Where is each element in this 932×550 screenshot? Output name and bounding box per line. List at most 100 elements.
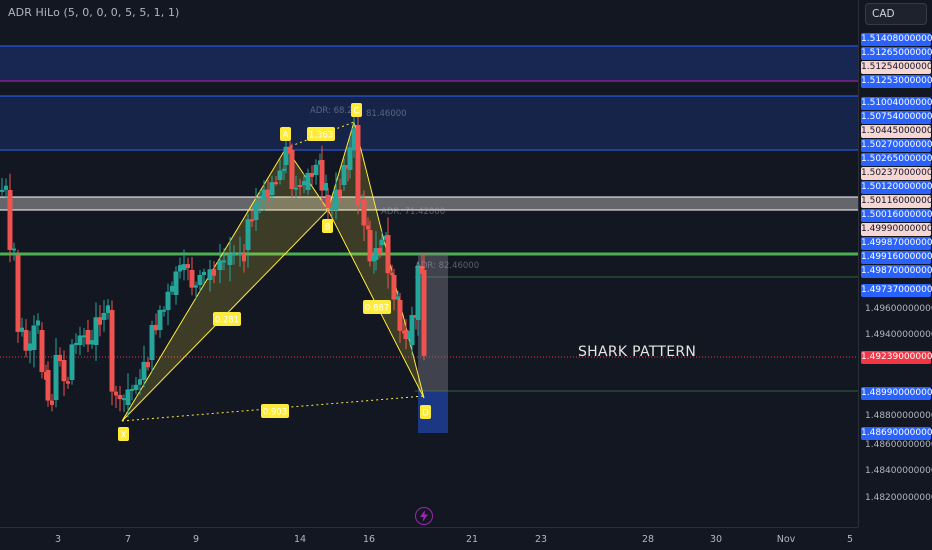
candle-body (253, 203, 259, 220)
candle-body (31, 325, 37, 350)
candle-body (157, 309, 163, 330)
price-label: 1.51253000000 (861, 75, 932, 88)
candle-body (415, 266, 421, 320)
candle-body (403, 330, 409, 340)
ratio-label-bcd-bg (363, 300, 391, 314)
candle-body (170, 285, 174, 292)
point-label-x-bg (118, 427, 129, 441)
price-label: 1.50445000000 (861, 125, 932, 138)
candle-body (324, 182, 328, 191)
candle-body (15, 255, 21, 332)
candle-body (232, 253, 236, 256)
price-axis[interactable]: CAD 1.51408000000 1.51265000000 1.51254000… (858, 0, 932, 527)
candle-body (45, 370, 51, 401)
candle-body (90, 340, 94, 345)
point-label-d[interactable]: D (420, 405, 431, 419)
candle-body (227, 254, 233, 265)
price-label: 1.51408000000 (861, 33, 932, 46)
lightning-bolt-icon[interactable] (415, 507, 433, 525)
candle-body (74, 343, 78, 346)
point-label-a[interactable]: A (280, 127, 291, 141)
candle-body (325, 195, 331, 209)
currency-selector[interactable]: CAD (865, 3, 927, 25)
candle-body (397, 300, 403, 331)
candle-body (222, 260, 226, 263)
candle-body (82, 335, 86, 338)
time-tick: 21 (465, 534, 479, 545)
candle-body (409, 315, 415, 345)
candle-body (269, 182, 275, 195)
candle-body (282, 168, 286, 171)
point-label-c-text: C (354, 107, 360, 117)
supply-zone-mid (0, 96, 858, 150)
price-label: 1.51004000000 (861, 97, 932, 110)
candle-body (101, 312, 107, 320)
ratio-label-bcd[interactable]: 0.887 (363, 300, 391, 314)
candle-body (266, 189, 270, 198)
price-label: 1.50116000000 (861, 195, 932, 208)
price-label: 1.50120000000 (861, 181, 932, 194)
candle-body (261, 189, 267, 200)
time-tick: 3 (54, 534, 62, 545)
price-tick: 1.49600000000 (865, 304, 932, 314)
candle-body (333, 189, 339, 210)
point-label-c[interactable]: C (351, 103, 362, 117)
candle-body (355, 125, 361, 206)
time-tick: 7 (124, 534, 132, 545)
ratio-label-xab[interactable]: 0.281 (213, 312, 241, 326)
price-chart[interactable]: X A B C D 0.281 1.363 0.887 0.903 ADR: 68.2 81.460… (0, 0, 858, 527)
candle-body (69, 344, 75, 380)
candle-body (125, 389, 131, 405)
price-label: 1.50237000000 (861, 167, 932, 180)
candle-body (28, 343, 32, 351)
candle-body (341, 165, 347, 185)
candle-body (141, 361, 147, 380)
ratio-label-xad[interactable]: 0.903 (261, 404, 289, 418)
candle-body (379, 239, 385, 245)
candle-body (274, 182, 278, 185)
point-label-a-text: A (283, 131, 289, 141)
candle-body (77, 335, 83, 345)
time-tick: 16 (362, 534, 376, 545)
time-tick: 23 (534, 534, 548, 545)
indicator-legend[interactable]: ADR HiLo (5, 0, 0, 0, 5, 5, 1, 1) (8, 6, 180, 19)
time-axis[interactable]: 3 7 9 14 16 21 23 28 30 Nov 5 (0, 527, 858, 550)
supply-zone-top (0, 46, 858, 80)
price-label: 1.49239000000 (861, 351, 932, 364)
time-tick: 30 (709, 534, 723, 545)
candle-body (61, 360, 67, 382)
price-label: 1.50754000000 (861, 111, 932, 124)
candle-body (390, 273, 394, 276)
candle-body (347, 147, 353, 170)
chart-area[interactable]: X A B C D 0.281 1.363 0.887 0.903 ADR: 68.2 81.460… (0, 0, 858, 527)
candle-body (0, 189, 5, 192)
price-label: 1.50016000000 (861, 209, 932, 222)
point-label-d-text: D (422, 409, 429, 419)
candle-body (212, 269, 216, 276)
ratio-label-bcd-text: 0.887 (365, 304, 389, 314)
point-label-x[interactable]: X (118, 427, 129, 441)
candle-body (385, 235, 391, 274)
candle-body (207, 269, 213, 280)
point-label-b[interactable]: B (322, 219, 333, 233)
candle-body (361, 200, 367, 226)
candle-body (50, 400, 54, 405)
time-tick: 14 (293, 534, 307, 545)
time-tick: 5 (846, 534, 854, 545)
candle-body (149, 324, 155, 360)
ratio-label-abc-bg (307, 127, 335, 141)
candle-body (186, 264, 190, 268)
candle-body (85, 330, 91, 345)
price-label: 1.49990000000 (861, 223, 932, 236)
candle-body (114, 391, 118, 396)
ratio-label-abc[interactable]: 1.363 (307, 127, 335, 141)
candle-body (277, 170, 283, 180)
candle-body (297, 185, 303, 187)
candle-body (313, 164, 319, 175)
candle-body (420, 266, 424, 274)
adr-label: ADR: 68.2 (310, 106, 353, 116)
price-tick: 1.49400000000 (865, 330, 932, 340)
candle-body (173, 271, 179, 295)
candle-body (378, 248, 382, 254)
price-label: 1.50270000000 (861, 139, 932, 152)
